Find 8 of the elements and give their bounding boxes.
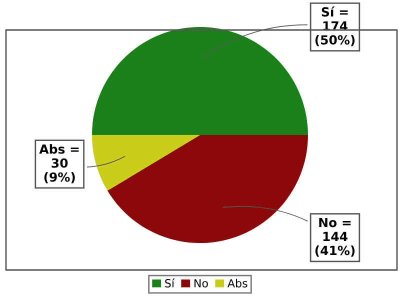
pie-slice bbox=[92, 27, 308, 135]
legend-label: Sí bbox=[165, 278, 175, 288]
data-label: Abs = 30 (9%) bbox=[39, 144, 79, 184]
legend-label: Abs bbox=[227, 278, 248, 288]
data-label: No = 144 (41%) bbox=[315, 218, 355, 257]
pie-slice bbox=[107, 135, 308, 243]
legend-label: No bbox=[194, 279, 208, 288]
pie-slice bbox=[92, 135, 200, 191]
